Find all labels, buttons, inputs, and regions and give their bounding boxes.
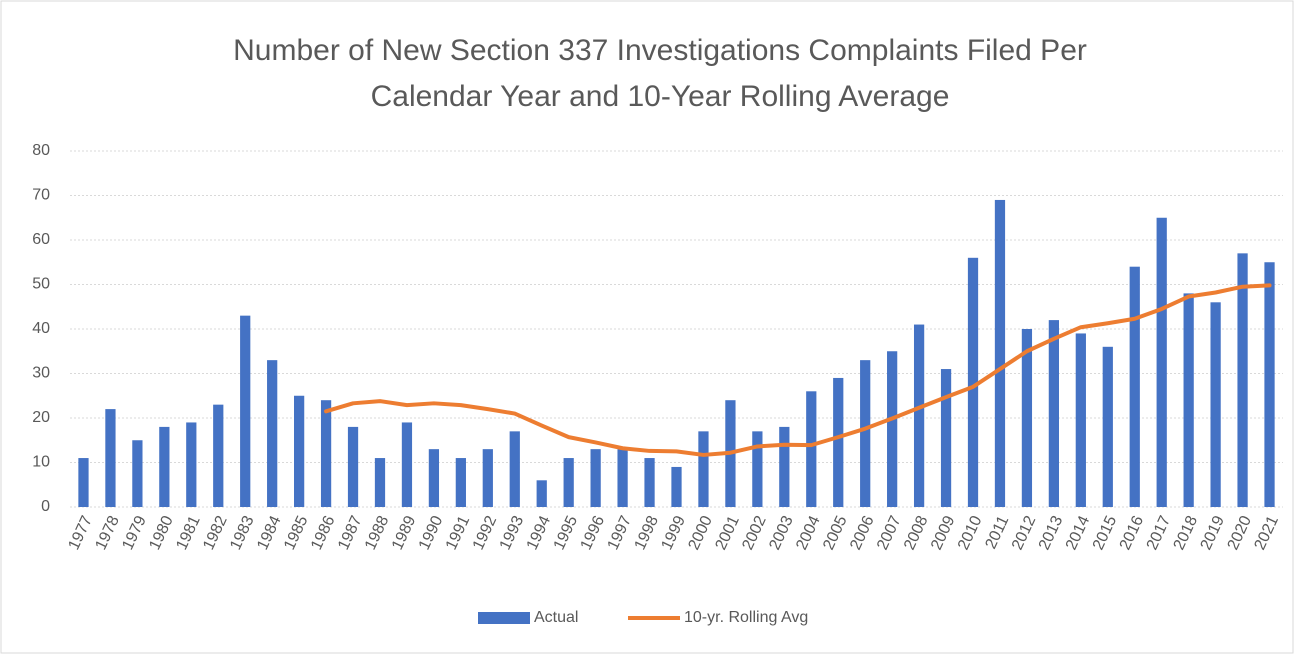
y-tick-label: 50: [32, 276, 50, 293]
bar: [105, 409, 116, 507]
bar: [752, 431, 763, 507]
bar: [1102, 346, 1113, 507]
y-tick-label: 10: [32, 454, 50, 471]
bar: [779, 426, 790, 507]
bar: [1156, 217, 1167, 507]
bar: [590, 449, 601, 507]
bar: [213, 404, 224, 507]
bar: [698, 431, 709, 507]
bar: [940, 369, 952, 507]
legend-label: 10-yr. Rolling Avg: [684, 609, 808, 626]
bar: [267, 360, 278, 507]
bar: [860, 360, 871, 507]
bar: [509, 431, 520, 507]
bar: [617, 449, 628, 507]
bar: [1210, 302, 1221, 507]
legend-swatch: [478, 612, 530, 624]
chart-title: Number of New Section 337 Investigations…: [233, 34, 1087, 67]
bar: [132, 440, 143, 507]
bar: [240, 315, 251, 507]
y-tick-label: 70: [32, 187, 50, 204]
y-tick-label: 40: [32, 320, 50, 337]
bar: [644, 458, 655, 507]
legend-label: Actual: [534, 609, 578, 626]
line: [324, 283, 1272, 457]
bar: [913, 324, 925, 507]
y-tick-label: 20: [32, 409, 50, 426]
bar: [806, 391, 817, 507]
bar: [1048, 320, 1059, 507]
bar: [994, 199, 1006, 507]
bar: [455, 458, 466, 507]
bar: [671, 466, 682, 507]
bar: [1237, 253, 1248, 507]
y-tick-label: 30: [32, 365, 50, 382]
bar: [1129, 266, 1140, 507]
bar: [294, 395, 305, 507]
bar: [1183, 293, 1194, 507]
bar: [563, 458, 574, 507]
bar: [78, 458, 89, 507]
bar: [159, 426, 170, 507]
bar: [186, 422, 197, 507]
bar: [1075, 333, 1086, 507]
bar: [967, 257, 979, 507]
bar: [1264, 262, 1275, 507]
bar: [347, 426, 359, 507]
bar: [374, 458, 386, 507]
bar: [536, 480, 547, 507]
y-tick-label: 0: [41, 498, 50, 515]
y-tick-label: 60: [32, 231, 50, 248]
y-tick-label: 80: [32, 142, 50, 159]
bar: [320, 400, 332, 507]
chart-title: Calendar Year and 10-Year Rolling Averag…: [371, 80, 950, 113]
bar: [887, 351, 898, 507]
bar: [401, 422, 413, 507]
bar: [1021, 329, 1033, 507]
bar: [482, 449, 493, 507]
bar: [833, 377, 844, 507]
bar: [428, 449, 440, 507]
